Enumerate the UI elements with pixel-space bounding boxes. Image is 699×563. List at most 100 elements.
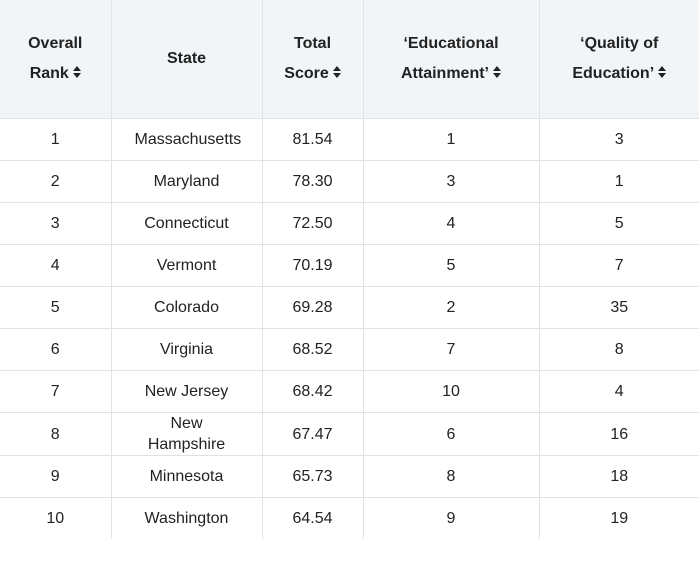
table-cell: 67.47 [262,412,364,456]
table-cell: Connecticut [111,202,263,245]
table-cell: 1 [539,160,699,203]
cell-text: 78.30 [292,173,333,190]
ranking-table: Overall Rank State Total Score ‘Educational At… [0,0,699,539]
cell-text: 1 [446,131,456,148]
table-cell: 5 [363,244,540,287]
table-cell: 2 [0,160,112,203]
cell-text: 3 [446,173,456,190]
table-row: 7 New Jersey 68.42 10 4 [0,370,699,413]
column-header[interactable]: Overall Rank [0,0,112,119]
table-cell: 9 [363,497,540,539]
table-cell: Colorado [111,286,263,329]
sort-icon[interactable] [658,59,667,89]
table-cell: 1 [363,118,540,161]
table-cell: 64.54 [262,497,364,539]
cell-text: 72.50 [292,215,333,232]
column-header[interactable]: Total Score [262,0,364,119]
cell-text: 3 [614,131,624,148]
table-cell: 4 [0,244,112,287]
cell-text: 7 [614,257,624,274]
cell-text: 2 [50,173,60,190]
table-cell: Washington [111,497,263,539]
table-cell: 7 [363,328,540,371]
table-cell: 3 [363,160,540,203]
table-row: 6 Virginia 68.52 7 8 [0,328,699,371]
column-header[interactable]: ‘Educational Attainment’ [363,0,540,119]
table-cell: 4 [363,202,540,245]
table-cell: 68.52 [262,328,364,371]
table-cell: 69.28 [262,286,364,329]
cell-text: Washington [144,510,229,527]
cell-text: 2 [446,299,456,316]
table-cell: 18 [539,455,699,498]
table-row: 4 Vermont 70.19 5 7 [0,244,699,287]
table-row: 3 Connecticut 72.50 4 5 [0,202,699,245]
table-cell: New Hampshire [111,412,263,456]
cell-text: 70.19 [292,257,333,274]
header-text: Total [293,34,332,52]
column-header[interactable]: ‘Quality of Education’ [539,0,699,119]
cell-text: Connecticut [144,215,229,232]
cell-text: 16 [610,425,629,443]
header-text: Overall [28,34,83,52]
cell-text: 1 [614,173,624,190]
cell-text: 4 [614,383,624,400]
table-cell: Massachusetts [111,118,263,161]
cell-text: 8 [50,425,60,443]
table-cell: 19 [539,497,699,539]
table-cell: 16 [539,412,699,456]
cell-text: 9 [50,468,60,485]
header-text: ‘Quality of [580,34,659,52]
table-cell: 5 [0,286,112,329]
cell-text: 67.47 [292,425,333,443]
cell-text: 10 [442,383,460,400]
table-cell: 10 [363,370,540,413]
table-cell: 6 [0,328,112,371]
sort-icon[interactable] [332,59,341,89]
table-cell: 68.42 [262,370,364,413]
header-text: State [166,50,207,67]
table-cell: 81.54 [262,118,364,161]
cell-text: Maryland [153,173,220,190]
table-row: 10 Washington 64.54 9 19 [0,497,699,539]
cell-text: 69.28 [292,299,333,316]
cell-text: New Hampshire [147,415,226,453]
table-cell: 8 [0,412,112,456]
table-cell: 7 [0,370,112,413]
table-cell: 65.73 [262,455,364,498]
table-cell: 7 [539,244,699,287]
table-row: 1 Massachusetts 81.54 1 3 [0,118,699,161]
cell-text: Minnesota [149,468,224,485]
table-row: 2 Maryland 78.30 3 1 [0,160,699,203]
table-body: 1 Massachusetts 81.54 1 3 2 Maryland 78.30 3 1 3 Co… [0,118,699,539]
cell-text: Colorado [154,299,219,316]
table-cell: Vermont [111,244,263,287]
cell-text: 68.42 [292,383,333,400]
cell-text: 64.54 [292,510,333,527]
table-cell: 78.30 [262,160,364,203]
table-cell: 9 [0,455,112,498]
header-row: Overall Rank State Total Score ‘Educational At… [0,0,699,119]
header-text: Score [284,65,329,83]
cell-text: 6 [50,341,60,358]
cell-text: 19 [610,510,629,527]
column-header: State [111,0,263,119]
cell-text: Vermont [156,257,217,274]
table-cell: 3 [539,118,699,161]
table-cell: 10 [0,497,112,539]
header-text: ‘Educational [403,34,499,52]
cell-text: Virginia [159,341,214,358]
table-cell: Maryland [111,160,263,203]
cell-text: 1 [50,131,60,148]
cell-text: Massachusetts [134,131,242,148]
table-cell: 8 [363,455,540,498]
sort-icon[interactable] [72,59,81,89]
table-row: 9 Minnesota 65.73 8 18 [0,455,699,498]
cell-text: 5 [50,299,60,316]
header-text: Rank [29,65,69,83]
sort-icon[interactable] [493,59,501,89]
cell-text: 81.54 [292,131,333,148]
cell-text: 5 [614,215,624,232]
table-cell: 5 [539,202,699,245]
cell-text: 4 [446,215,456,232]
